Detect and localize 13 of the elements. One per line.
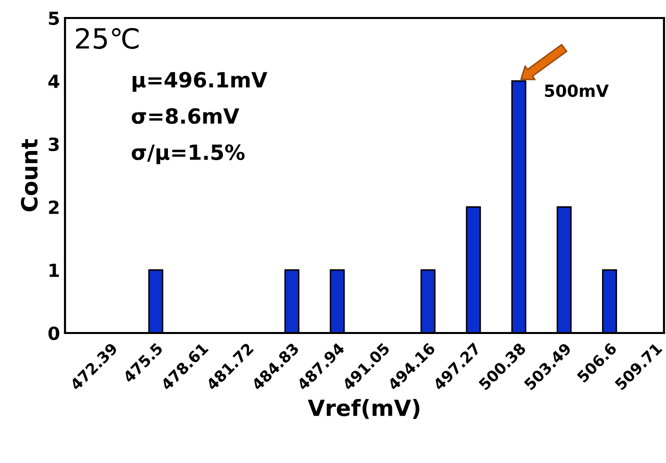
y-tick-label: 5 <box>48 12 59 26</box>
annotation: σ=8.6mV <box>132 108 240 124</box>
annotation: σ/μ=1.5% <box>132 144 245 164</box>
y-tick-label: 3 <box>48 137 59 152</box>
x-axis-title: Vref(mV) <box>308 399 420 419</box>
annotation: μ=496.1mV <box>132 72 268 92</box>
annotation: 25℃ <box>76 28 139 49</box>
y-tick-label: 0 <box>48 326 60 340</box>
y-tick-label: 1 <box>50 264 59 277</box>
annotation: 500mV <box>545 84 609 98</box>
y-axis-title: Count <box>20 139 38 212</box>
y-tick-label: 2 <box>49 200 59 214</box>
y-tick-label: 4 <box>48 74 60 88</box>
